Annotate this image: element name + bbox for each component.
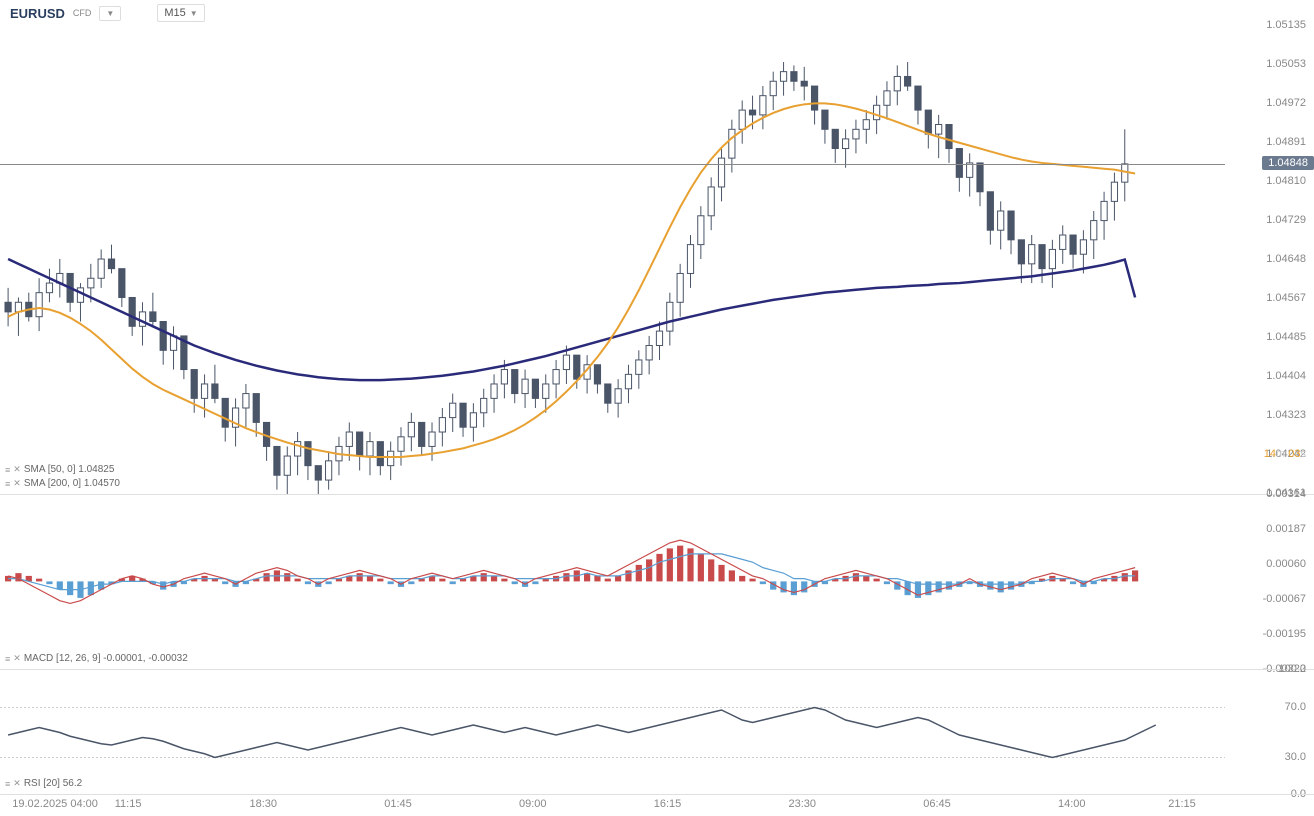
instrument-type: CFD xyxy=(73,8,92,18)
sma200-label: ≡ ✕ SMA [200, 0] 1.04570 xyxy=(5,478,120,489)
settings-icon[interactable]: ≡ xyxy=(5,654,10,664)
settings-icon[interactable]: ≡ xyxy=(5,779,10,789)
settings-icon[interactable]: ≡ xyxy=(5,465,10,475)
rsi-label: ≡ ✕ RSI [20] 56.2 xyxy=(5,778,82,789)
price-yaxis: 1.051351.050531.049721.048911.048101.047… xyxy=(1254,26,1314,494)
chevron-down-icon: ▼ xyxy=(106,9,114,18)
current-price-line xyxy=(0,164,1225,165)
timeframe-label: M15 xyxy=(164,7,185,19)
rsi-panel[interactable]: 100.070.030.00.0 ≡ ✕ RSI [20] 56.2 xyxy=(0,669,1314,794)
symbol-dropdown[interactable]: ▼ xyxy=(99,6,121,21)
macd-panel[interactable]: 0.003140.001870.00060-0.00067-0.00195-0.… xyxy=(0,494,1314,669)
current-price-tag: 1.04848 xyxy=(1262,156,1314,170)
rsi-yaxis: 100.070.030.00.0 xyxy=(1254,670,1314,795)
candle-countdown: 14m 03s xyxy=(1264,448,1306,460)
price-canvas xyxy=(0,26,1225,494)
close-icon[interactable]: ✕ xyxy=(13,653,21,664)
timeframe-dropdown[interactable]: M15 ▼ xyxy=(157,4,204,22)
macd-canvas xyxy=(0,495,1225,670)
sma50-label: ≡ ✕ SMA [50, 0] 1.04825 xyxy=(5,464,114,475)
price-chart-panel[interactable]: 1.051351.050531.049721.048911.048101.047… xyxy=(0,26,1314,494)
rsi-canvas xyxy=(0,670,1225,795)
symbol-label: EURUSD xyxy=(10,6,65,21)
macd-yaxis: 0.003140.001870.00060-0.00067-0.00195-0.… xyxy=(1254,495,1314,670)
close-icon[interactable]: ✕ xyxy=(13,778,21,789)
chevron-down-icon: ▼ xyxy=(190,9,198,18)
close-icon[interactable]: ✕ xyxy=(13,478,21,489)
settings-icon[interactable]: ≡ xyxy=(5,479,10,489)
macd-label: ≡ ✕ MACD [12, 26, 9] -0.00001, -0.00032 xyxy=(5,653,188,664)
chart-header: EURUSD CFD ▼ M15 ▼ xyxy=(0,0,1314,26)
close-icon[interactable]: ✕ xyxy=(13,464,21,475)
